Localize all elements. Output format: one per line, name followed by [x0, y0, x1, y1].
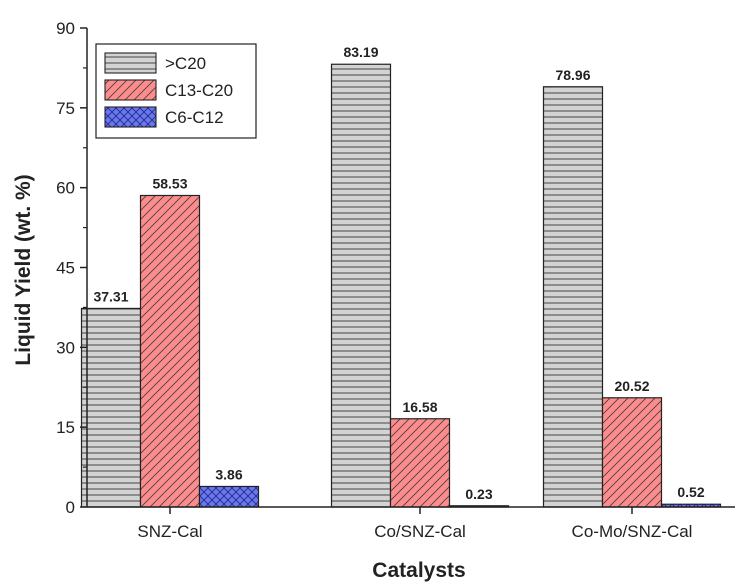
data-label: 20.52 [614, 378, 649, 394]
y-tick-label: 0 [66, 498, 75, 517]
legend-label: C13-C20 [165, 81, 233, 100]
y-tick-label: 45 [56, 259, 75, 278]
legend-label: C6-C12 [165, 108, 224, 127]
bar-1-0 [330, 63, 392, 508]
data-label: 3.86 [215, 466, 242, 482]
bars [80, 63, 722, 508]
bar-2-0 [542, 86, 604, 508]
legend-swatch [104, 106, 157, 128]
bar-labels: 37.31 58.53 3.86 83.19 16.58 0.23 78.96 20.52 0.… [93, 44, 704, 502]
legend: >C20 C13-C20 C6-C12 [95, 43, 257, 139]
x-tick-label: Co-Mo/SNZ-Cal [572, 522, 693, 541]
x-tick-label: SNZ-Cal [137, 522, 202, 541]
bar-0-2 [198, 485, 260, 508]
data-label: 0.23 [465, 486, 492, 502]
axes: 0 15 30 45 60 75 90 SNZ-Cal Co/SNZ-Cal Co-Mo/SNZ-… [56, 19, 735, 541]
bar-0-1 [139, 194, 201, 508]
data-label: 37.31 [93, 288, 128, 304]
y-tick-label: 15 [56, 418, 75, 437]
legend-label: >C20 [165, 54, 206, 73]
bar-2-1 [601, 397, 663, 508]
data-label: 16.58 [402, 399, 437, 415]
data-label: 0.52 [677, 484, 704, 500]
legend-swatch [104, 79, 157, 101]
legend-swatch [104, 52, 157, 74]
y-axis-title: Liquid Yield (wt. %) [12, 174, 35, 365]
y-tick-label: 75 [56, 99, 75, 118]
data-label: 58.53 [152, 175, 187, 191]
bar-0-0 [80, 307, 142, 508]
x-axis-title: Catalysts [372, 559, 465, 582]
data-label: 78.96 [555, 67, 590, 83]
y-tick-label: 30 [56, 338, 75, 357]
bar-1-1 [389, 418, 451, 508]
y-tick-label: 90 [56, 19, 75, 38]
x-tick-label: Co/SNZ-Cal [374, 522, 466, 541]
data-label: 83.19 [343, 44, 378, 60]
y-tick-label: 60 [56, 179, 75, 198]
